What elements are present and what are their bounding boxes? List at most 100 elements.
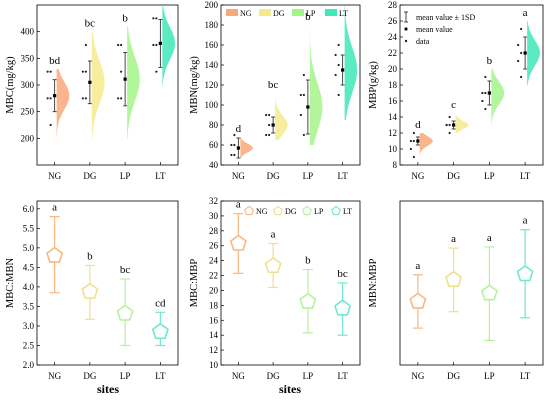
significance-letter: b [487,55,493,67]
y-tick-label: 14 [209,330,219,340]
legend-top: NG DG LP LT [226,9,348,18]
y-tick-label: 10 [388,144,398,154]
data-point [152,43,155,47]
significance-letter: bc [268,79,279,91]
data-point [409,147,412,151]
x-tick-label: DG [267,371,280,381]
legend-swatch [259,9,271,16]
panel-mbc-mbp: 10 12 14 16 18 20 22 24 26 28 30 32 NG DG LP LT MBC:MBP a… [189,196,361,381]
y-tick-label: 26 [388,16,398,26]
data-point [120,97,123,100]
significance-letter: d [236,123,242,135]
y-tick-label: 60 [209,140,219,150]
mean-marker [158,41,162,45]
x-tick-label: LT [155,171,166,181]
data-point [412,139,415,143]
data-point [484,107,487,111]
y-tick-label: 5.5 [23,223,35,233]
violin-NG [56,69,70,139]
data-point [302,133,305,137]
plot-frame [399,200,544,366]
y-tick-label: 24 [209,256,219,266]
significance-letter: a [236,199,241,211]
x-tick-label: NG [411,171,424,181]
violin-DG [455,113,469,133]
y-tick-label: 400 [21,27,35,37]
mean-marker [487,91,491,95]
mean-marker [523,51,527,55]
data-point [265,133,268,137]
significance-letter: b [305,11,311,23]
significance-letter: a [415,260,420,272]
panel-mbc-mg-kg-: 200 250 300 350 400 NG DG LP LT MBC(mg/kg) bd bc b a [5,0,179,181]
data-point [120,43,123,47]
mean-pentagon-NG [46,246,64,263]
data-point [484,75,487,79]
y-tick-label: 6.0 [23,204,35,214]
data-point [49,123,52,127]
y-tick-label: 10 [209,360,219,370]
y-tick-label: 16 [388,96,398,106]
significance-letter: a [340,0,345,3]
mean-marker [271,123,275,127]
y-tick-label: 200 [21,133,35,143]
y-tick-label: 24 [388,32,398,42]
data-point [302,73,305,77]
mean-marker [306,105,310,109]
significance-letter: a [523,7,528,19]
data-point [230,143,233,147]
data-point [84,97,87,100]
x-tick-label: DG [83,371,96,381]
significance-letter: b [122,12,128,24]
y-tick-label: 350 [21,53,35,63]
x-tick-label: NG [232,171,245,181]
y-tick-label: 180 [205,20,219,30]
data-point [412,155,415,159]
legend-label: data [416,37,430,46]
data-point [520,27,523,31]
panel-mbp-g-kg-: 8 10 12 14 16 18 20 22 24 26 28 NG DG LP LT MBP(g/kg) d c… [368,0,544,181]
data-point [448,123,451,127]
x-tick-label: NG [48,371,61,381]
violin-NG [240,137,253,158]
data-point [46,97,49,100]
significance-letter: c [451,99,456,111]
y-tick-label: 12 [209,345,218,355]
significance-letter: a [487,232,492,244]
x-tick-label: DG [267,171,280,181]
legend-label: LT [343,207,352,216]
legend-label: DG [285,207,297,216]
y-tick-label: 20 [388,64,398,74]
x-tick-label: LP [120,171,131,181]
data-point [155,70,158,73]
mean-pentagon-DG [445,270,463,287]
data-point [268,133,271,137]
y-tick-label: 28 [388,0,398,10]
y-tick-label: 8 [393,160,398,170]
data-point [448,131,451,135]
y-tick-label: 18 [388,80,398,90]
data-point [299,113,302,117]
x-tick-label: LP [484,171,495,181]
legend-mean-symbol [404,27,408,31]
y-tick-label: 26 [209,241,219,251]
mean-pentagon-NG [409,292,427,309]
mean-pentagon-LT [516,265,534,282]
x-tick-label: DG [447,371,460,381]
panel-mbn-mg-kg-: 40 60 80 100 120 140 160 180 200 NG DG LP LT MBN(mg/k… [189,0,361,181]
y-tick-label: 2.0 [23,360,35,370]
panel-mbn-mbp: NG DG LP LT MBN:MBP a a a a [368,200,544,381]
mean-pentagon-NG [229,234,247,251]
legend-pentagon [244,205,254,216]
mean-marker [341,68,345,72]
legend-label: NG [256,207,268,216]
y-tick-label: 250 [21,107,35,117]
violin-LT [344,5,358,120]
data-point [517,43,520,47]
y-axis-label: MBN:MBP [368,258,379,307]
data-point [81,97,84,100]
y-tick-label: 100 [205,100,219,110]
data-point [46,70,49,73]
y-tick-label: 4.0 [23,282,35,292]
mean-marker [53,94,57,98]
